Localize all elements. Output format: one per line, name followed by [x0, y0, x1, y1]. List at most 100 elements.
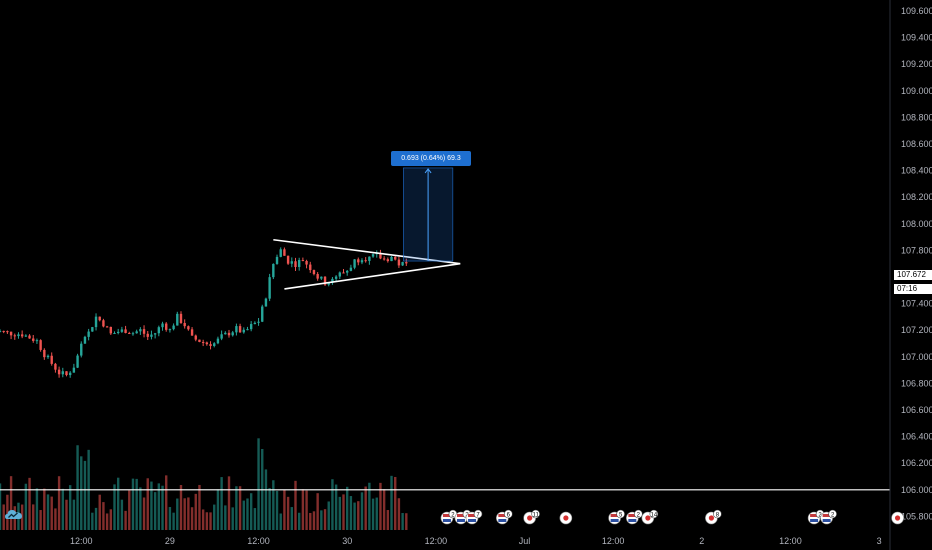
volume-bar	[24, 483, 28, 530]
candle-body	[368, 256, 371, 261]
candle-body	[301, 260, 305, 262]
us-event-marker[interactable]: 2	[807, 509, 825, 525]
volume-bar	[113, 484, 116, 530]
candle-body	[50, 355, 53, 364]
jp-event-marker[interactable]: 8	[705, 509, 722, 525]
volume-bar	[198, 484, 201, 530]
price-tick-label: 106.200	[901, 458, 932, 468]
volume-bar	[57, 476, 61, 530]
volume-bar	[286, 496, 290, 530]
jp-event-marker[interactable]: 11	[523, 509, 540, 525]
volume-bar	[205, 512, 209, 530]
time-axis: 12:00 29 12:00 30 12:00 Jul 12:00 2 12:00 3	[70, 536, 882, 546]
candle-body	[312, 270, 316, 275]
us-event-marker[interactable]: 7	[465, 509, 483, 525]
candle-body	[94, 316, 98, 328]
flag-stripe	[610, 519, 619, 522]
candle-body	[153, 333, 157, 335]
volume-bar	[72, 499, 76, 530]
price-tick-label: 106.600	[901, 405, 932, 415]
candle-body	[39, 340, 42, 350]
volume-bar	[194, 493, 197, 530]
price-tick-label: 106.000	[901, 485, 932, 495]
candle-body	[275, 256, 279, 264]
volume-bar	[213, 504, 216, 530]
volume-bar	[65, 499, 68, 530]
candle-body	[194, 335, 197, 340]
time-tick-label: 30	[342, 536, 352, 546]
volume-bar	[331, 479, 334, 530]
volume-bar	[320, 510, 323, 530]
bar-countdown-tag: 07:16	[894, 284, 932, 294]
volume-bar	[102, 502, 105, 530]
volume-bar	[150, 481, 153, 530]
flag-stripe	[810, 514, 819, 517]
jp-event-marker[interactable]	[559, 511, 573, 525]
event-count-label: 5	[619, 513, 623, 519]
candle-body	[176, 313, 179, 326]
event-count-badge	[828, 509, 837, 519]
volume-bar	[379, 482, 382, 530]
us-event-marker[interactable]: 2	[820, 509, 837, 525]
candle-body	[261, 306, 264, 322]
candle-body	[102, 320, 105, 327]
tradingview-logo-icon[interactable]	[5, 508, 23, 522]
volume-bar	[279, 513, 282, 530]
volume-bar	[168, 507, 172, 530]
volume-bar	[338, 496, 342, 530]
us-event-marker[interactable]: 2	[440, 509, 458, 525]
volume-bar	[397, 498, 401, 530]
candle-body	[235, 326, 238, 333]
candle-body	[323, 276, 327, 285]
volume-bar	[209, 512, 212, 530]
price-tick-label: 109.600	[901, 6, 932, 16]
us-event-marker[interactable]: 5	[608, 509, 625, 525]
candle-body	[87, 331, 90, 337]
candle-body	[68, 372, 72, 376]
candle-body	[9, 331, 13, 336]
volume-bar	[342, 494, 345, 530]
volume-bar	[124, 510, 127, 530]
candle-body	[209, 344, 212, 346]
volume-bar	[109, 509, 113, 530]
jp-event-marker[interactable]: 14	[641, 509, 659, 525]
price-tick-label: 107.200	[901, 325, 932, 335]
price-tick-label: 108.400	[901, 166, 932, 176]
event-count-badge	[713, 509, 722, 519]
candle-body	[128, 333, 131, 335]
volume-bar	[301, 489, 305, 530]
candle-body	[187, 326, 190, 330]
volume-bar	[135, 478, 138, 530]
volume-bar	[316, 493, 319, 530]
volume-bar	[360, 492, 364, 530]
candle-body	[294, 261, 297, 268]
volume-bar	[375, 497, 378, 530]
measure-label[interactable]: 0.693 (0.64%) 69.3	[391, 151, 471, 166]
us-event-marker[interactable]: 2	[626, 509, 643, 525]
volume-bar	[275, 490, 279, 530]
volume-bar	[264, 469, 268, 530]
us-event-marker[interactable]: 6	[496, 509, 513, 525]
time-tick-label: Jul	[519, 536, 531, 546]
volume-bar	[165, 475, 168, 530]
price-tick-label: 108.000	[901, 219, 932, 229]
time-tick-label: 12:00	[425, 536, 448, 546]
candle-body	[116, 331, 120, 334]
candle-body	[54, 363, 57, 370]
candle-body	[309, 264, 312, 271]
candle-body	[401, 262, 404, 266]
candle-body	[91, 327, 94, 332]
volume-bar	[268, 488, 271, 530]
volume-bar	[190, 507, 194, 530]
event-count-label: 8	[716, 513, 720, 519]
candle-body	[371, 254, 375, 257]
candle-body	[246, 329, 249, 331]
volume-bar	[43, 488, 46, 530]
event-count-badge	[616, 509, 625, 519]
volume-bar	[224, 505, 227, 530]
volume-bar	[157, 483, 161, 530]
volume-bar	[249, 493, 253, 530]
jp-event-marker[interactable]	[891, 511, 904, 525]
candle-body	[32, 338, 35, 341]
